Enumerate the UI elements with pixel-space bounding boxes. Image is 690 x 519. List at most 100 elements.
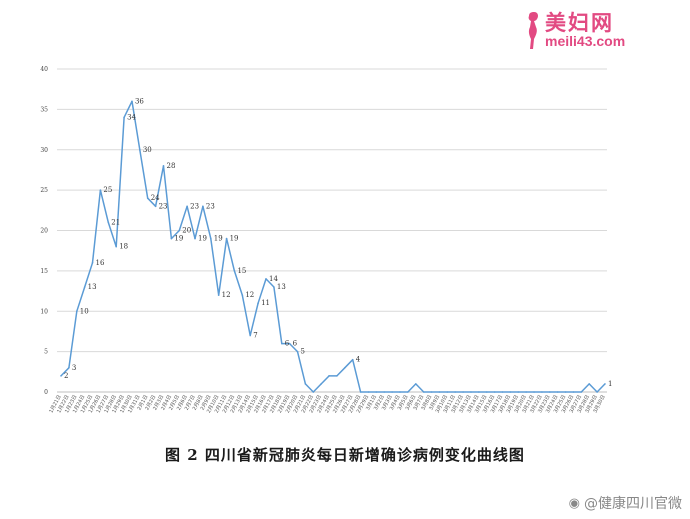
data-point [186,205,188,208]
data-point [564,391,567,393]
data-point [485,391,488,393]
y-tick-label: 30 [40,147,48,154]
data-point [438,391,441,393]
data-label: 20 [182,227,191,235]
data-point [580,391,583,393]
data-point [296,350,299,353]
data-point [273,286,275,288]
watermark-url: meili43.com [545,33,626,49]
y-tick-label: 25 [40,187,48,194]
data-point [209,237,212,240]
data-point [178,229,181,232]
data-point [517,391,520,393]
data-point [115,245,117,248]
y-tick-label: 20 [40,228,48,235]
data-label: 19 [198,235,207,243]
data-point [596,391,598,393]
data-point [493,391,496,393]
weibo-icon: ◉ [568,495,580,511]
data-label: 5 [301,348,305,356]
data-point [328,375,330,377]
data-label: 4 [356,356,361,364]
data-point [336,375,338,377]
chart: 0510152025303540231013162521183436302423… [40,66,612,414]
data-point [75,310,78,313]
data-label: 28 [166,162,175,170]
data-label: 23 [159,202,168,210]
y-tick-label: 35 [40,106,48,113]
data-label: 3 [72,364,76,372]
data-point [170,237,173,240]
data-point [541,391,543,393]
data-label: 15 [237,267,246,275]
data-point [217,294,220,296]
data-label: 1 [608,380,612,388]
data-point [446,391,449,393]
data-point [288,342,291,345]
y-tick-label: 5 [44,349,48,356]
data-point [202,205,204,208]
data-label: 7 [253,331,257,339]
data-point [233,270,236,272]
data-label: 21 [111,218,120,226]
data-point [478,391,480,393]
data-label: 25 [103,186,112,194]
data-label: 13 [88,283,97,291]
data-point [383,391,386,393]
data-point [533,391,535,393]
data-label: 6 [293,340,298,348]
data-point [320,383,322,385]
data-label: 19 [230,235,239,243]
watermark-site: 美妇网 [545,11,614,35]
data-point [430,391,433,393]
data-label: 2 [64,372,68,380]
data-point [241,294,244,296]
data-label: 6 [285,340,290,348]
data-point [123,116,125,119]
data-label: 36 [135,97,144,105]
data-point [344,366,346,369]
data-point [454,391,457,393]
data-label: 11 [261,299,270,307]
data-point [304,383,307,385]
data-point [280,342,283,345]
data-point [351,358,354,361]
data-point [391,391,393,393]
data-point [572,391,575,393]
data-point [99,189,102,191]
data-label: 23 [206,202,215,210]
data-point [257,302,259,304]
data-point [422,391,425,393]
data-point [462,391,464,393]
data-label: 19 [214,235,223,243]
data-point [68,366,70,369]
data-point [146,197,149,199]
figure-caption: 图 2 四川省新冠肺炎每日新增确诊病例变化曲线图 [165,446,525,464]
data-point [225,237,228,240]
data-label: 10 [80,307,89,315]
data-point [107,221,110,224]
data-point [312,391,315,393]
data-label: 13 [277,283,286,291]
data-point [249,334,252,337]
data-label: 24 [151,194,160,202]
data-point [399,391,401,393]
data-point [194,237,196,240]
data-point [83,286,86,288]
y-tick-label: 0 [44,389,48,396]
data-point [470,391,472,393]
series-line [60,100,606,393]
data-point [265,278,267,280]
credit: ◉ @健康四川官微 [569,493,682,513]
data-point [556,391,559,393]
data-point [525,391,527,393]
y-tick-label: 10 [40,308,48,315]
data-point [154,205,157,208]
data-label: 12 [245,291,254,299]
data-point [131,100,133,103]
data-label: 16 [96,259,105,267]
data-point [407,391,409,393]
data-label: 34 [127,113,136,121]
data-label: 23 [190,202,199,210]
data-point [60,375,62,377]
